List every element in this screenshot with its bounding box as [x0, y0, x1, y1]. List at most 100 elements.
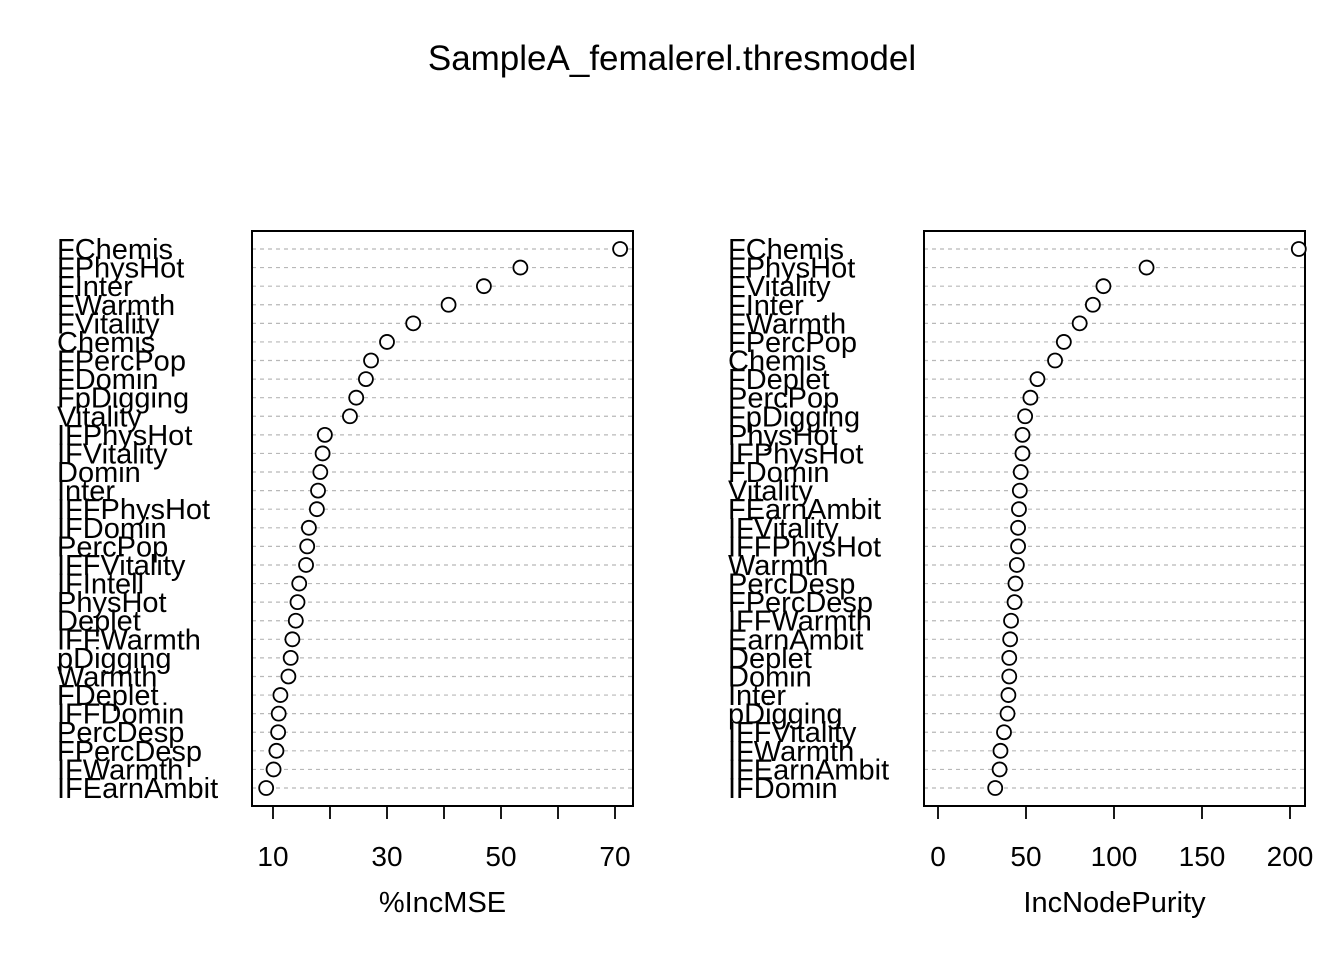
x-tick-label: 200: [1267, 841, 1314, 872]
row-label: Chemis: [728, 346, 826, 378]
data-point: [999, 705, 1016, 722]
row-label: FChemis: [57, 234, 173, 266]
x-tick-label: 0: [930, 841, 946, 872]
row-label: FChemis: [728, 234, 844, 266]
row-label: pDigging: [728, 699, 842, 731]
data-point: [282, 649, 299, 666]
row-label: FPhysHot: [57, 253, 184, 285]
row-label: IFIntell: [57, 569, 144, 601]
row-label: FPercDesp: [728, 587, 873, 619]
data-point: [405, 315, 422, 332]
plot-frame: [923, 230, 1306, 807]
row-label: IFFPhysHot: [728, 531, 881, 563]
data-point: [1012, 464, 1029, 480]
row-label: Vitality: [57, 401, 142, 433]
data-point: [342, 408, 358, 425]
data-point: [291, 575, 308, 592]
row-label: FWarmth: [57, 290, 175, 322]
data-point: [265, 761, 282, 778]
row-label: IFFVitality: [57, 550, 186, 582]
data-point: [1010, 519, 1026, 536]
x-axis-label: %IncMSE: [379, 887, 506, 919]
row-label: FpDigging: [57, 383, 189, 415]
row-label: IFDomin: [728, 773, 838, 805]
row-label: PercDesp: [728, 569, 855, 601]
data-point: [1029, 371, 1046, 388]
row-label: Deplet: [57, 606, 141, 638]
row-label: PercPop: [728, 383, 839, 415]
data-point: [284, 631, 301, 648]
data-point: [310, 482, 326, 499]
data-point: [270, 705, 287, 722]
row-label: IFWarmth: [57, 754, 183, 786]
row-label: Deplet: [728, 643, 812, 675]
data-point: [1022, 389, 1039, 406]
row-label: FEarnAmbit: [728, 494, 881, 526]
x-tick-label: 10: [257, 841, 288, 872]
row-label: pDigging: [57, 643, 171, 675]
row-label: IFEarnAmbit: [728, 754, 889, 786]
row-label: FPercPop: [728, 327, 857, 359]
row-label: Inter: [57, 476, 115, 508]
row-label: IFFWarmth: [728, 606, 872, 638]
row-label: IFFPhysHot: [57, 494, 210, 526]
data-point: [268, 742, 285, 759]
data-point: [270, 724, 287, 741]
data-point: [1007, 575, 1024, 592]
x-axis-label: IncNodePurity: [1023, 887, 1206, 919]
data-point: [316, 426, 333, 443]
row-label: FDeplet: [57, 680, 159, 712]
row-label: IFVitality: [57, 438, 168, 470]
data-point: [1000, 687, 1017, 703]
panel-incmse: FChemisFPhysHotFInterFWarmthFVitalityChe…: [57, 230, 634, 919]
row-label: FWarmth: [728, 308, 846, 340]
row-label: Warmth: [57, 661, 157, 693]
data-point: [299, 538, 316, 555]
data-point: [1071, 315, 1088, 332]
row-label: FpDigging: [728, 401, 860, 433]
data-point: [1002, 631, 1019, 648]
panel-incnodepurity: FChemisFPhysHotFVitalityFInterFWarmthFPe…: [728, 230, 1314, 919]
data-point: [1014, 445, 1031, 462]
x-tick-label: 150: [1179, 841, 1226, 872]
data-point: [1055, 334, 1072, 350]
data-point: [272, 687, 289, 703]
data-point: [1001, 649, 1018, 666]
data-point: [1017, 408, 1034, 425]
row-label: IFPhysHot: [728, 438, 863, 470]
row-label: EarnAmbit: [728, 624, 863, 656]
row-label: FPercPop: [57, 346, 186, 378]
x-tick-label: 30: [371, 841, 402, 872]
data-point: [289, 594, 306, 611]
data-point: [258, 780, 275, 796]
x-tick-label: 70: [599, 841, 630, 872]
data-point: [363, 352, 379, 369]
data-point: [512, 259, 529, 276]
row-label: FInter: [728, 290, 804, 322]
row-label: IFPhysHot: [57, 420, 192, 452]
data-point: [1008, 557, 1025, 573]
data-point: [992, 742, 1009, 759]
data-point: [301, 519, 317, 536]
data-point: [298, 557, 314, 573]
data-point: [308, 501, 325, 518]
row-label: FDeplet: [728, 364, 830, 396]
data-point: [348, 389, 365, 406]
row-label: FPhysHot: [728, 253, 855, 285]
x-tick-label: 100: [1091, 841, 1138, 872]
data-point: [1011, 482, 1028, 499]
data-point: [996, 724, 1012, 741]
data-point: [1014, 426, 1031, 443]
data-point: [612, 241, 629, 257]
data-point: [1095, 278, 1112, 295]
data-point: [1010, 538, 1026, 555]
chart-title: SampleA_femalerel.thresmodel: [428, 39, 916, 78]
data-point: [280, 668, 297, 685]
data-point: [1290, 241, 1307, 257]
data-point: [991, 761, 1008, 778]
data-point: [1003, 612, 1019, 629]
row-label: IFFDomin: [57, 699, 184, 731]
data-point: [358, 371, 374, 388]
data-point: [1011, 501, 1027, 518]
